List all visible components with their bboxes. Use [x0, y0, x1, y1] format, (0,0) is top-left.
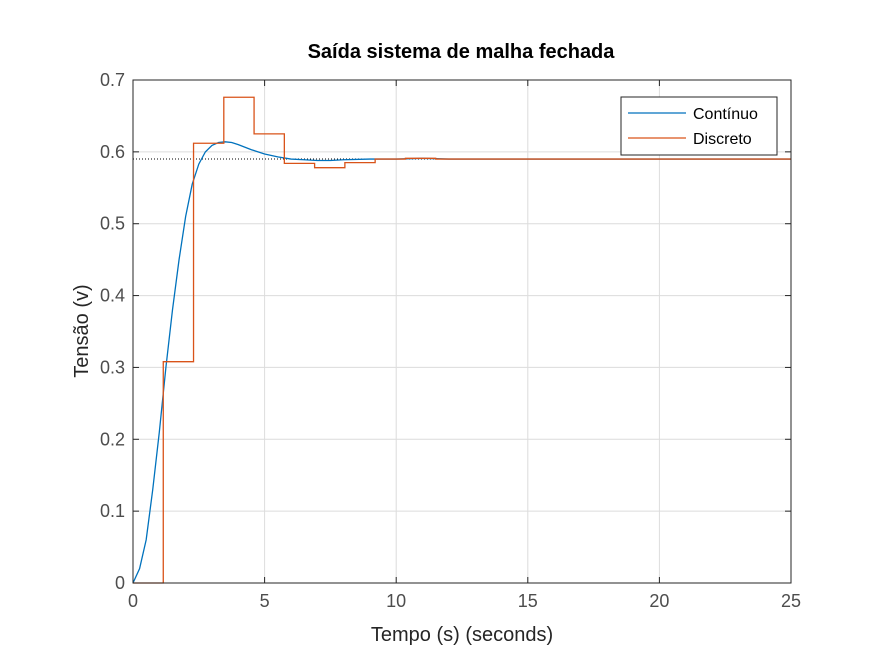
- y-tick-label: 0.6: [100, 142, 125, 162]
- y-tick-label: 0.7: [100, 70, 125, 90]
- chart-title: Saída sistema de malha fechada: [308, 41, 616, 63]
- series-line-discreto: [133, 96, 791, 584]
- x-axis-label: Tempo (s) (seconds): [371, 624, 553, 646]
- legend-label-discreto: Discreto: [693, 131, 752, 148]
- series-line-continuo: [132, 141, 791, 584]
- y-tick-label: 0.1: [100, 501, 125, 521]
- plot-frame: [132, 79, 792, 584]
- x-tick-label: 15: [518, 591, 538, 611]
- y-tick-label: 0.5: [100, 214, 125, 234]
- y-tick-label: 0: [115, 573, 125, 593]
- y-axis-label: Tensão (v): [71, 284, 93, 377]
- legend-box: [620, 96, 778, 156]
- x-tick-label: 5: [260, 591, 270, 611]
- y-tick-label: 0.4: [100, 286, 125, 306]
- x-tick-label: 0: [128, 591, 138, 611]
- x-tick-label: 20: [649, 591, 669, 611]
- legend: Contínuo Discreto: [620, 96, 778, 156]
- x-tick-label: 25: [781, 591, 801, 611]
- axis-ticks: 0 5 10 15 20 25 0 0.1 0.2 0.3 0.4 0.5 0.6 0.7: [100, 70, 801, 611]
- plot-area: [133, 80, 791, 583]
- y-tick-label: 0.3: [100, 357, 125, 377]
- y-tick-label: 0.2: [100, 429, 125, 449]
- series-group: [132, 96, 791, 584]
- x-tick-label: 10: [386, 591, 406, 611]
- legend-label-continuo: Contínuo: [693, 106, 758, 123]
